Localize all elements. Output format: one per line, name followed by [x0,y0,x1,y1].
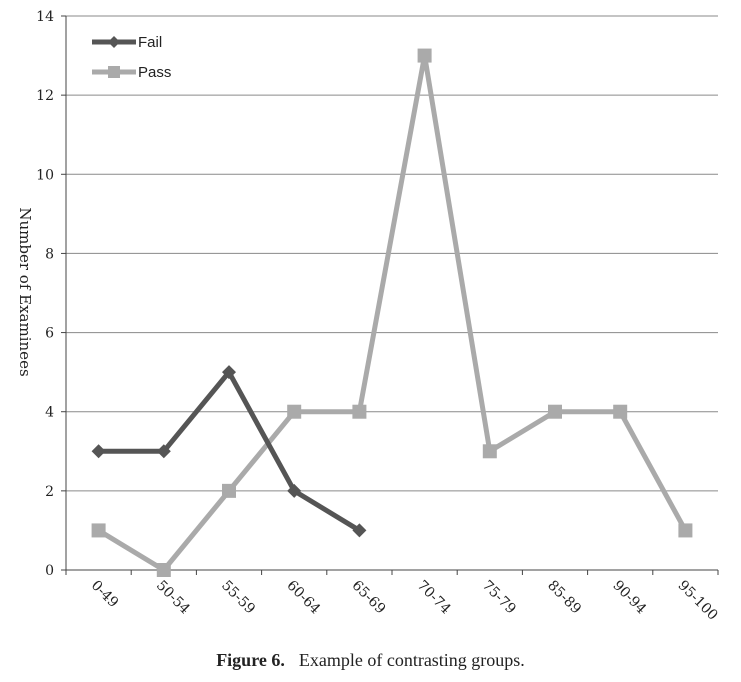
square-marker [156,563,171,577]
caption-label: Figure 6. [216,650,285,670]
series-line-pass [97,53,688,573]
square-marker [108,66,120,78]
square-marker [222,483,236,498]
axes [61,15,719,575]
square-marker [91,523,106,538]
legend: Fail Pass [92,34,171,81]
diamond-marker [91,444,106,459]
gridlines [66,15,718,492]
x-tick-label: 0-49 [88,578,122,612]
square-marker [352,404,367,419]
x-tick-label: 50-54 [153,578,193,618]
x-tick-label: 55-59 [218,578,258,618]
square-marker [482,444,497,459]
y-tick-label: 0 [45,563,54,579]
diamond-marker [352,523,367,538]
x-tick-label: 75-79 [479,578,519,618]
square-marker [287,404,302,419]
series-line-fail [98,369,361,533]
series-layer [91,48,693,577]
figure-caption: Figure 6. Example of contrasting groups. [0,650,741,671]
square-marker [613,404,628,419]
diamond-marker [108,36,120,48]
y-tick-label: 4 [45,405,54,421]
square-marker [678,523,693,538]
series-fail [91,365,367,538]
diamond-marker [156,444,171,459]
x-tick-label: 65-69 [349,578,389,618]
x-tick-label: 95-100 [675,578,721,624]
diamond-marker [287,483,302,498]
x-tick-labels: 0-49 50-54 55-59 60-64 65-69 70-74 75-79 85-89 9… [88,578,721,624]
x-tick-label: 70-74 [414,578,454,618]
y-tick-label: 12 [36,88,54,104]
y-axis-label: Number of Examinees [16,207,34,376]
y-tick-labels: 0 2 4 6 8 10 12 14 [36,9,54,579]
x-tick-label: 60-64 [283,578,323,618]
square-marker [548,404,562,419]
legend-label: Fail [138,34,162,51]
y-tick-label: 2 [45,484,54,500]
legend-label: Pass [138,64,171,81]
x-tick-label: 90-94 [609,578,649,618]
square-marker [417,48,432,63]
x-tick-label: 85-89 [544,578,584,618]
legend-entry-pass: Pass [92,64,171,81]
y-tick-label: 10 [36,167,54,183]
legend-entry-fail: Fail [92,34,162,51]
caption-text: Example of contrasting groups. [298,650,525,670]
diamond-marker [222,365,236,380]
series-pass [91,48,693,577]
y-tick-label: 6 [45,326,54,342]
y-tick-label: 14 [36,9,54,25]
line-chart: 0 2 4 6 8 10 12 14 0-49 50-54 55-59 60-64 65-69 70-7… [16,9,721,624]
y-tick-label: 8 [45,246,54,262]
